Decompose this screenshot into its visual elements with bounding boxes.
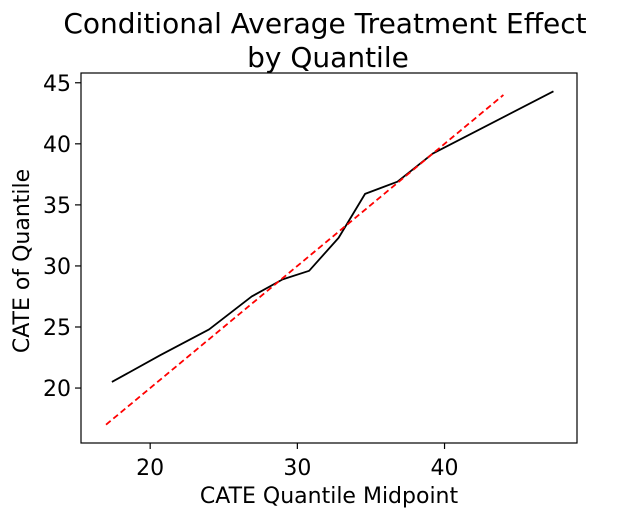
y-tick-label: 35 — [43, 194, 71, 219]
x-tick-label: 30 — [283, 456, 311, 481]
reference-line-dashed — [105, 94, 504, 426]
y-tick-label: 40 — [43, 133, 71, 158]
y-axis-label: CATE of Quantile — [10, 169, 35, 353]
y-tick-label: 20 — [43, 377, 71, 402]
y-tick-label: 45 — [43, 72, 71, 97]
x-tick-label: 40 — [431, 456, 459, 481]
x-axis-label: CATE Quantile Midpoint — [200, 484, 459, 509]
y-tick-label: 30 — [43, 255, 71, 280]
y-tick-label: 25 — [43, 316, 71, 341]
plot-frame — [80, 72, 578, 444]
plot-area — [105, 90, 554, 426]
axis-ticks: 20 30 40 20 25 30 35 40 45 — [43, 72, 459, 481]
chart-title-line-1: Conditional Average Treatment Effect — [63, 7, 586, 40]
x-tick-label: 20 — [136, 456, 164, 481]
chart-title-line-2: by Quantile — [247, 41, 409, 74]
